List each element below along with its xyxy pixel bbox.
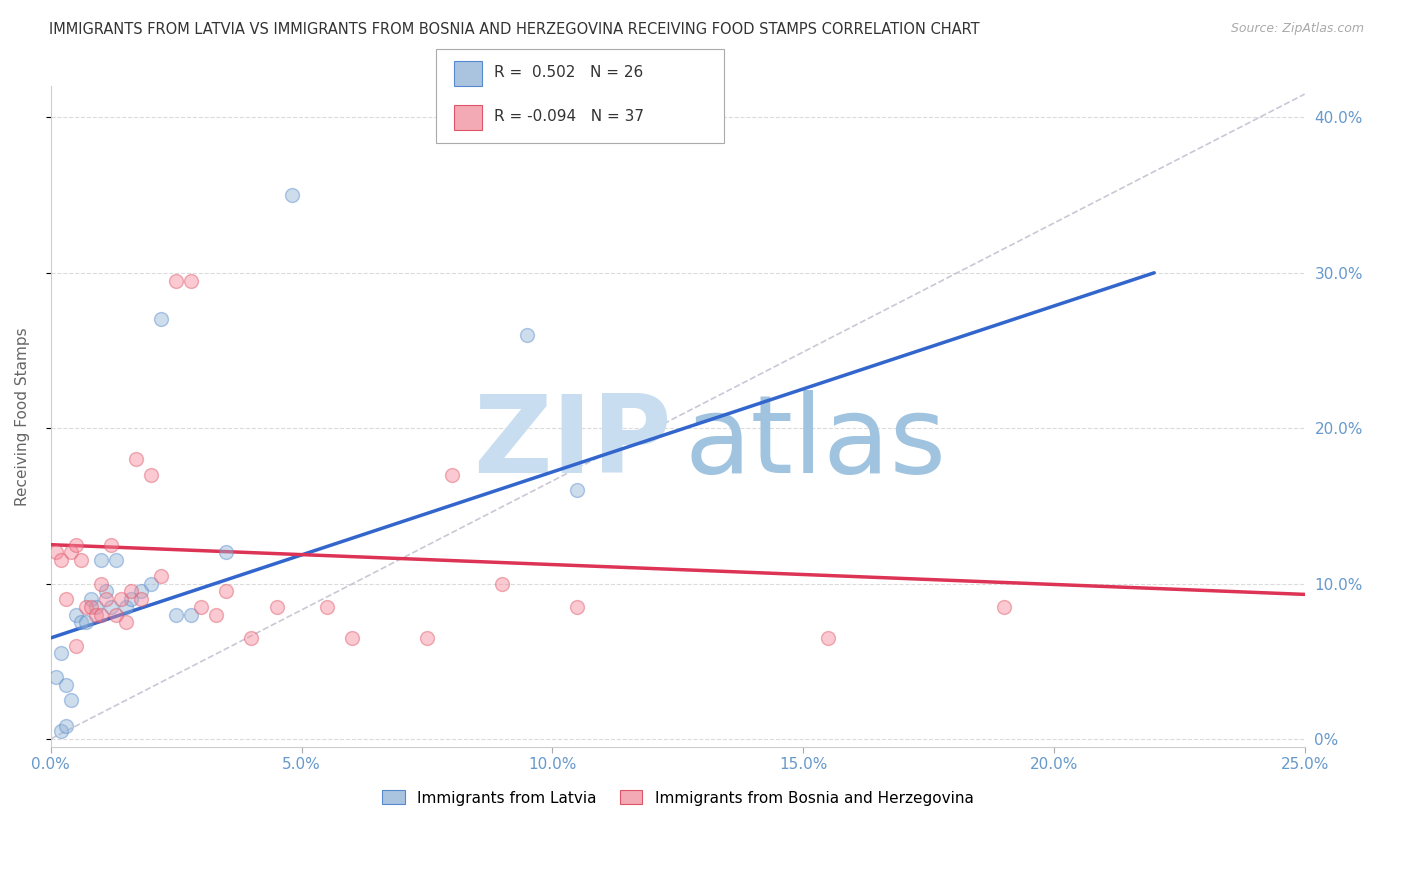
Point [75,615,97,630]
Point [215,545,238,559]
Point [70,553,93,567]
Point [75,599,97,614]
Y-axis label: Receiving Food Stamps: Receiving Food Stamps [15,327,30,506]
Point [84,607,107,622]
Point [55,677,77,691]
Point [441,467,464,482]
Point [45,545,67,559]
Point [65,607,87,622]
Point [84,599,107,614]
Point [115,615,138,630]
Point [90,553,112,567]
Point [150,568,173,582]
Legend: Immigrants from Latvia, Immigrants from Bosnia and Herzegovina: Immigrants from Latvia, Immigrants from … [375,784,980,812]
Point [59,693,82,707]
Point [240,631,263,645]
Point [55,592,77,607]
Point [100,599,122,614]
Point [215,584,238,599]
Point [100,538,122,552]
Point [817,631,839,645]
Point [190,599,212,614]
Point [65,639,87,653]
Text: R = -0.094   N = 37: R = -0.094 N = 37 [494,110,644,124]
Point [165,274,187,288]
Point [315,599,337,614]
Point [129,592,152,607]
Point [115,599,138,614]
Point [49,553,72,567]
Point [266,599,288,614]
Point [105,553,128,567]
Point [125,452,148,467]
Point [105,607,128,622]
Text: atlas: atlas [683,390,946,496]
Point [416,631,439,645]
Point [65,538,87,552]
Point [110,592,132,607]
Point [129,584,152,599]
Text: R =  0.502   N = 26: R = 0.502 N = 26 [494,65,643,80]
Point [516,327,538,342]
Point [80,599,103,614]
Text: Source: ZipAtlas.com: Source: ZipAtlas.com [1230,22,1364,36]
Point [491,576,513,591]
Point [180,607,202,622]
Point [120,592,142,607]
Point [993,599,1015,614]
Point [90,576,112,591]
Point [150,312,173,326]
Point [139,467,162,482]
Point [120,584,142,599]
Point [567,483,589,498]
Point [59,545,82,559]
Point [45,670,67,684]
Point [205,607,228,622]
Point [139,576,162,591]
Point [80,592,103,607]
Point [567,599,589,614]
Point [90,607,112,622]
Point [280,188,302,202]
Point [49,647,72,661]
Point [49,724,72,739]
Point [165,607,187,622]
Point [340,631,363,645]
Point [180,274,202,288]
Point [55,719,77,733]
Point [70,615,93,630]
Point [94,584,117,599]
Text: ZIP: ZIP [472,390,672,496]
Text: IMMIGRANTS FROM LATVIA VS IMMIGRANTS FROM BOSNIA AND HERZEGOVINA RECEIVING FOOD : IMMIGRANTS FROM LATVIA VS IMMIGRANTS FRO… [49,22,980,37]
Point [94,592,117,607]
